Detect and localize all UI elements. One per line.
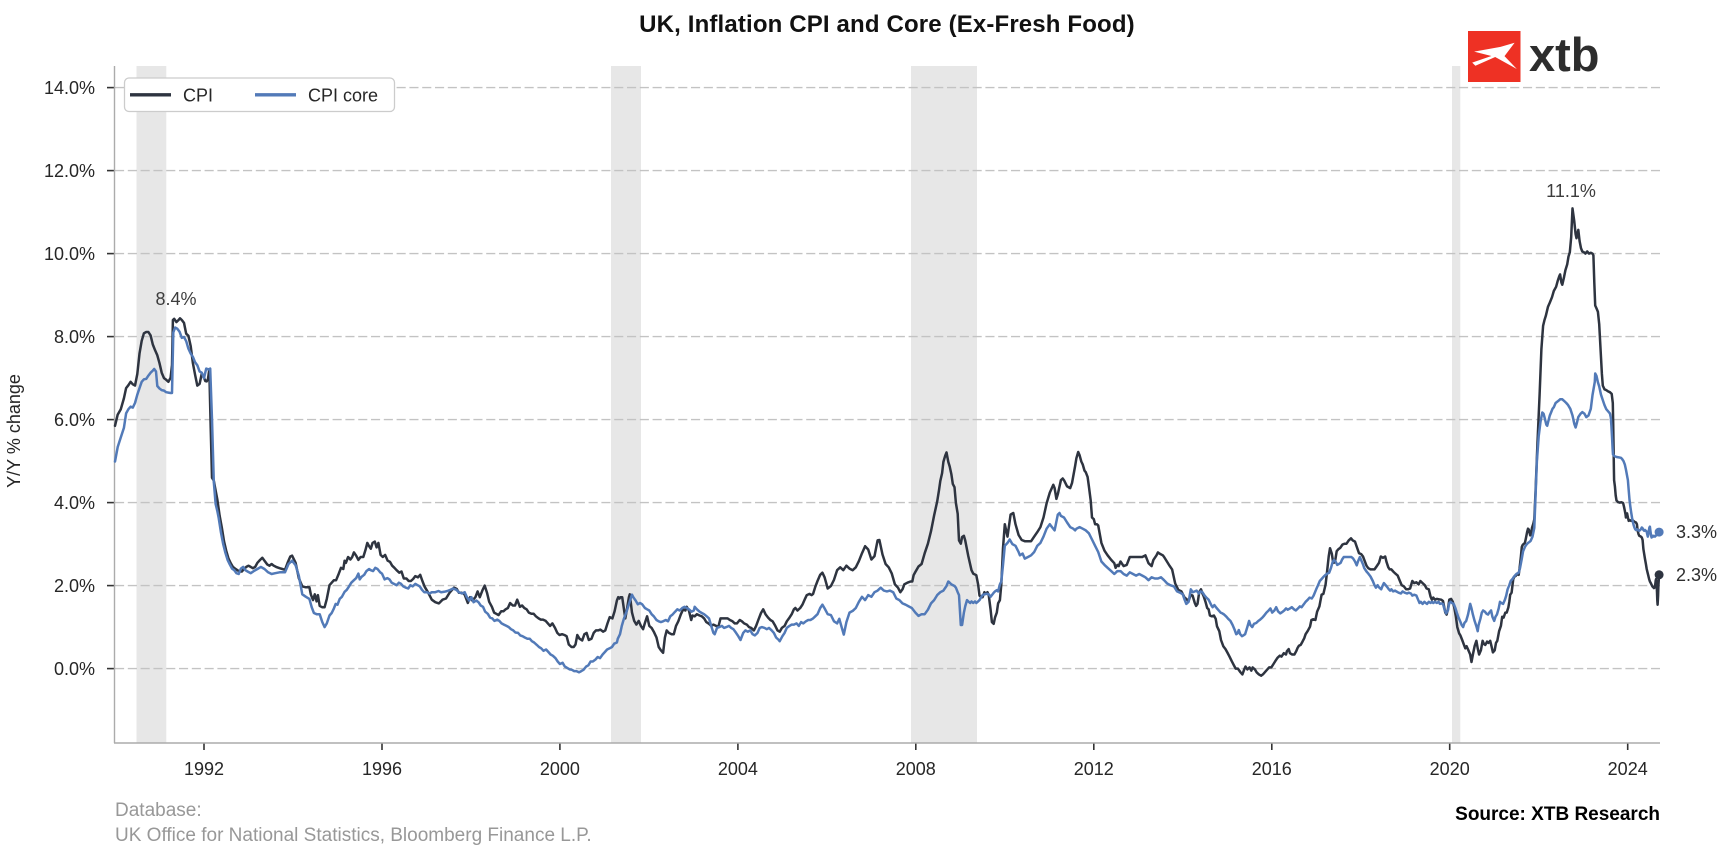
svg-text:8.0%: 8.0% [54, 327, 95, 347]
svg-text:Database:: Database: [115, 800, 202, 821]
svg-text:CPI core: CPI core [308, 85, 378, 105]
svg-text:2020: 2020 [1430, 759, 1470, 779]
svg-text:8.4%: 8.4% [155, 289, 196, 309]
svg-text:UK Office for National Statist: UK Office for National Statistics, Bloom… [115, 825, 592, 846]
svg-text:xtb: xtb [1529, 28, 1600, 81]
svg-text:2.0%: 2.0% [54, 576, 95, 596]
svg-text:1992: 1992 [184, 759, 224, 779]
svg-text:2008: 2008 [896, 759, 936, 779]
svg-text:6.0%: 6.0% [54, 410, 95, 430]
svg-text:11.1%: 11.1% [1546, 181, 1596, 201]
svg-text:2012: 2012 [1074, 759, 1114, 779]
svg-text:12.0%: 12.0% [44, 161, 95, 181]
svg-text:2004: 2004 [718, 759, 758, 779]
svg-text:2.3%: 2.3% [1676, 565, 1717, 585]
svg-text:Y/Y % change: Y/Y % change [4, 374, 24, 488]
svg-text:0.0%: 0.0% [54, 659, 95, 679]
svg-text:2024: 2024 [1608, 759, 1648, 779]
svg-text:CPI: CPI [183, 85, 213, 105]
svg-text:10.0%: 10.0% [44, 244, 95, 264]
svg-text:1996: 1996 [362, 759, 402, 779]
svg-text:2000: 2000 [540, 759, 580, 779]
svg-text:3.3%: 3.3% [1676, 522, 1717, 542]
svg-text:14.0%: 14.0% [44, 78, 95, 98]
svg-text:2016: 2016 [1252, 759, 1292, 779]
svg-text:Source: XTB Research: Source: XTB Research [1455, 804, 1660, 825]
svg-text:4.0%: 4.0% [54, 493, 95, 513]
svg-text:UK, Inflation CPI and Core (Ex: UK, Inflation CPI and Core (Ex-Fresh Foo… [639, 11, 1135, 38]
